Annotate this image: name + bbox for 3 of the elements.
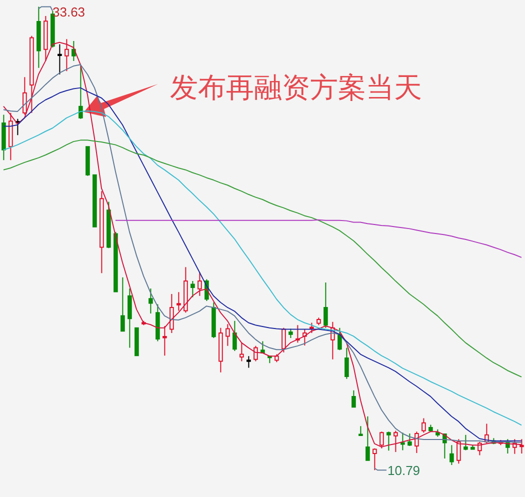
annotation: 10.79 — [388, 463, 420, 478]
annotation: 33.63 — [52, 4, 86, 20]
annotation: 发布再融资方案当天 — [170, 71, 422, 104]
